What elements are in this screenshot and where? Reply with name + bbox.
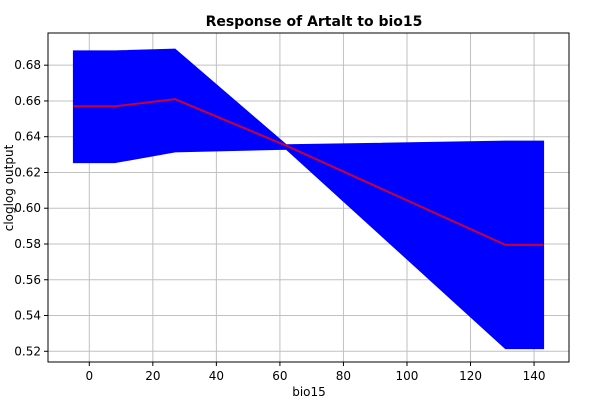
y-axis-ticks: 0.52 0.54 0.56 0.58 0.60 0.62 0.64 0.66 0.68 xyxy=(14,58,48,358)
x-tick-label: 20 xyxy=(145,369,160,383)
x-axis-label: bio15 xyxy=(292,385,326,399)
y-axis-label: cloglog output xyxy=(2,144,16,231)
y-tick-label: 0.68 xyxy=(14,58,41,72)
y-tick-label: 0.58 xyxy=(14,237,41,251)
y-tick-label: 0.52 xyxy=(14,344,41,358)
confidence-band xyxy=(72,48,545,350)
y-tick-label: 0.56 xyxy=(14,273,41,287)
y-tick-label: 0.60 xyxy=(14,201,41,215)
x-tick-label: 40 xyxy=(209,369,224,383)
x-axis-ticks: 0 20 40 60 80 100 120 140 xyxy=(85,362,546,383)
mean-response-line xyxy=(73,98,544,246)
plot-frame xyxy=(47,32,570,363)
y-tick-label: 0.64 xyxy=(14,130,41,144)
x-tick-label: 60 xyxy=(272,369,287,383)
y-tick-label: 0.62 xyxy=(14,165,41,179)
x-tick-label: 80 xyxy=(336,369,351,383)
x-tick-label: 100 xyxy=(396,369,419,383)
x-tick-label: 140 xyxy=(523,369,546,383)
x-tick-label: 0 xyxy=(85,369,93,383)
y-tick-label: 0.66 xyxy=(14,94,41,108)
chart-title: Response of Artalt to bio15 xyxy=(206,14,423,30)
confidence-band-layer xyxy=(72,48,545,350)
x-tick-label: 120 xyxy=(459,369,482,383)
mean-line-layer xyxy=(73,98,544,246)
y-tick-label: 0.54 xyxy=(14,309,41,323)
